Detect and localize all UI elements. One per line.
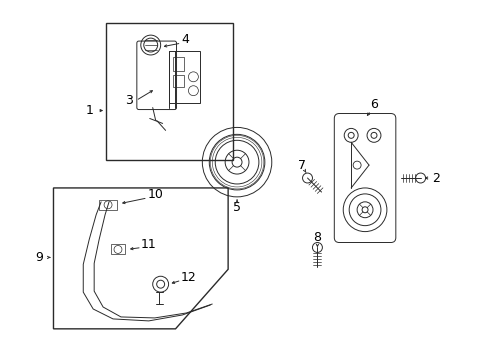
Text: 3: 3 [125,94,133,107]
Text: 2: 2 [432,171,440,185]
Text: 8: 8 [313,231,321,244]
Bar [111,244,124,255]
Text: 7: 7 [297,159,305,172]
Text: 11: 11 [141,238,156,251]
Text: 4: 4 [181,33,189,46]
Text: 10: 10 [147,188,163,201]
Text: 6: 6 [369,98,377,111]
Bar [172,75,184,87]
Text: 1: 1 [85,104,93,117]
Text: 9: 9 [36,251,43,264]
Bar [99,200,117,210]
Bar [172,57,184,71]
Bar [106,23,233,160]
Text: 5: 5 [233,201,241,214]
Text: 12: 12 [180,271,196,284]
